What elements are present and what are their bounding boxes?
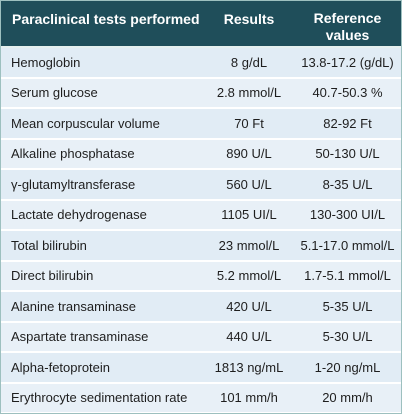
reference-cell: 1.7-5.1 mmol/L xyxy=(304,268,391,284)
test-name-cell: Direct bilirubin xyxy=(11,268,94,284)
reference-cell: 40.7-50.3 % xyxy=(312,85,383,101)
reference-cell: 13.8-17.2 (g/dL) xyxy=(301,54,394,70)
test-name-cell: Alkaline phosphatase xyxy=(11,146,135,162)
result-cell: 420 U/L xyxy=(226,298,272,314)
result-cell: 890 U/L xyxy=(226,146,272,162)
table-row: Direct bilirubin 5.2 mmol/L 1.7-5.1 mmol… xyxy=(1,261,401,292)
test-name-cell: Aspartate transaminase xyxy=(11,329,149,345)
test-name-cell: Mean corpuscular volume xyxy=(11,115,160,131)
result-cell: 101 mm/h xyxy=(220,390,278,406)
result-cell: 1105 UI/L xyxy=(221,207,277,223)
header-results: Results xyxy=(223,11,275,27)
result-cell: 2.8 mmol/L xyxy=(216,85,282,101)
table-row: Erythrocyte sedimentation rate 101 mm/h … xyxy=(1,383,401,413)
test-name-cell: Total bilirubin xyxy=(11,237,87,253)
test-name-cell: Serum glucose xyxy=(11,85,98,101)
test-name-cell: γ-glutamyltransferase xyxy=(11,176,136,192)
table-body: Hemoglobin 8 g/dL 13.8-17.2 (g/dL) Serum… xyxy=(1,48,401,413)
reference-cell: 130-300 UI/L xyxy=(309,207,386,223)
test-name-cell: Lactate dehydrogenase xyxy=(11,207,147,223)
result-cell: 70 Ft xyxy=(234,115,264,131)
test-name-cell: Erythrocyte sedimentation rate xyxy=(11,390,188,406)
table-row: Total bilirubin 23 mmol/L 5.1-17.0 mmol/… xyxy=(1,231,401,262)
reference-cell: 5.1-17.0 mmol/L xyxy=(300,237,395,253)
table-row: Alkaline phosphatase 890 U/L 50-130 U/L xyxy=(1,139,401,170)
reference-cell: 5-35 U/L xyxy=(322,298,373,314)
reference-cell: 1-20 ng/mL xyxy=(314,359,381,375)
header-reference-values: Reference values xyxy=(294,1,401,46)
table-row: γ-glutamyltransferase 560 U/L 8-35 U/L xyxy=(1,170,401,201)
result-cell: 1813 ng/mL xyxy=(214,359,284,375)
result-cell: 23 mmol/L xyxy=(218,237,280,253)
test-name-cell: Hemoglobin xyxy=(11,54,81,70)
table-row: Serum glucose 2.8 mmol/L 40.7-50.3 % xyxy=(1,78,401,109)
header-test-name: Paraclinical tests performed xyxy=(12,11,200,27)
result-cell: 560 U/L xyxy=(226,176,272,192)
reference-cell: 20 mm/h xyxy=(322,390,373,406)
result-cell: 440 U/L xyxy=(226,329,272,345)
test-name-cell: Alanine transaminase xyxy=(11,298,137,314)
table-header-row: Paraclinical tests performed Results Ref… xyxy=(1,1,401,48)
table-row: Lactate dehydrogenase 1105 UI/L 130-300 … xyxy=(1,200,401,231)
header-reference-line1: Reference xyxy=(313,10,382,26)
result-cell: 5.2 mmol/L xyxy=(216,268,282,284)
test-name-cell: Alpha-fetoprotein xyxy=(11,359,111,375)
table-row: Hemoglobin 8 g/dL 13.8-17.2 (g/dL) xyxy=(1,48,401,79)
reference-cell: 82-92 Ft xyxy=(323,115,372,131)
table-row: Aspartate transaminase 440 U/L 5-30 U/L xyxy=(1,322,401,353)
table-row: Mean corpuscular volume 70 Ft 82-92 Ft xyxy=(1,109,401,140)
result-cell: 8 g/dL xyxy=(230,54,268,70)
reference-cell: 5-30 U/L xyxy=(322,329,373,345)
table-row: Alpha-fetoprotein 1813 ng/mL 1-20 ng/mL xyxy=(1,353,401,384)
table-row: Alanine transaminase 420 U/L 5-35 U/L xyxy=(1,292,401,323)
header-reference-line2: values xyxy=(325,27,370,43)
reference-cell: 50-130 U/L xyxy=(315,146,380,162)
reference-cell: 8-35 U/L xyxy=(322,176,373,192)
